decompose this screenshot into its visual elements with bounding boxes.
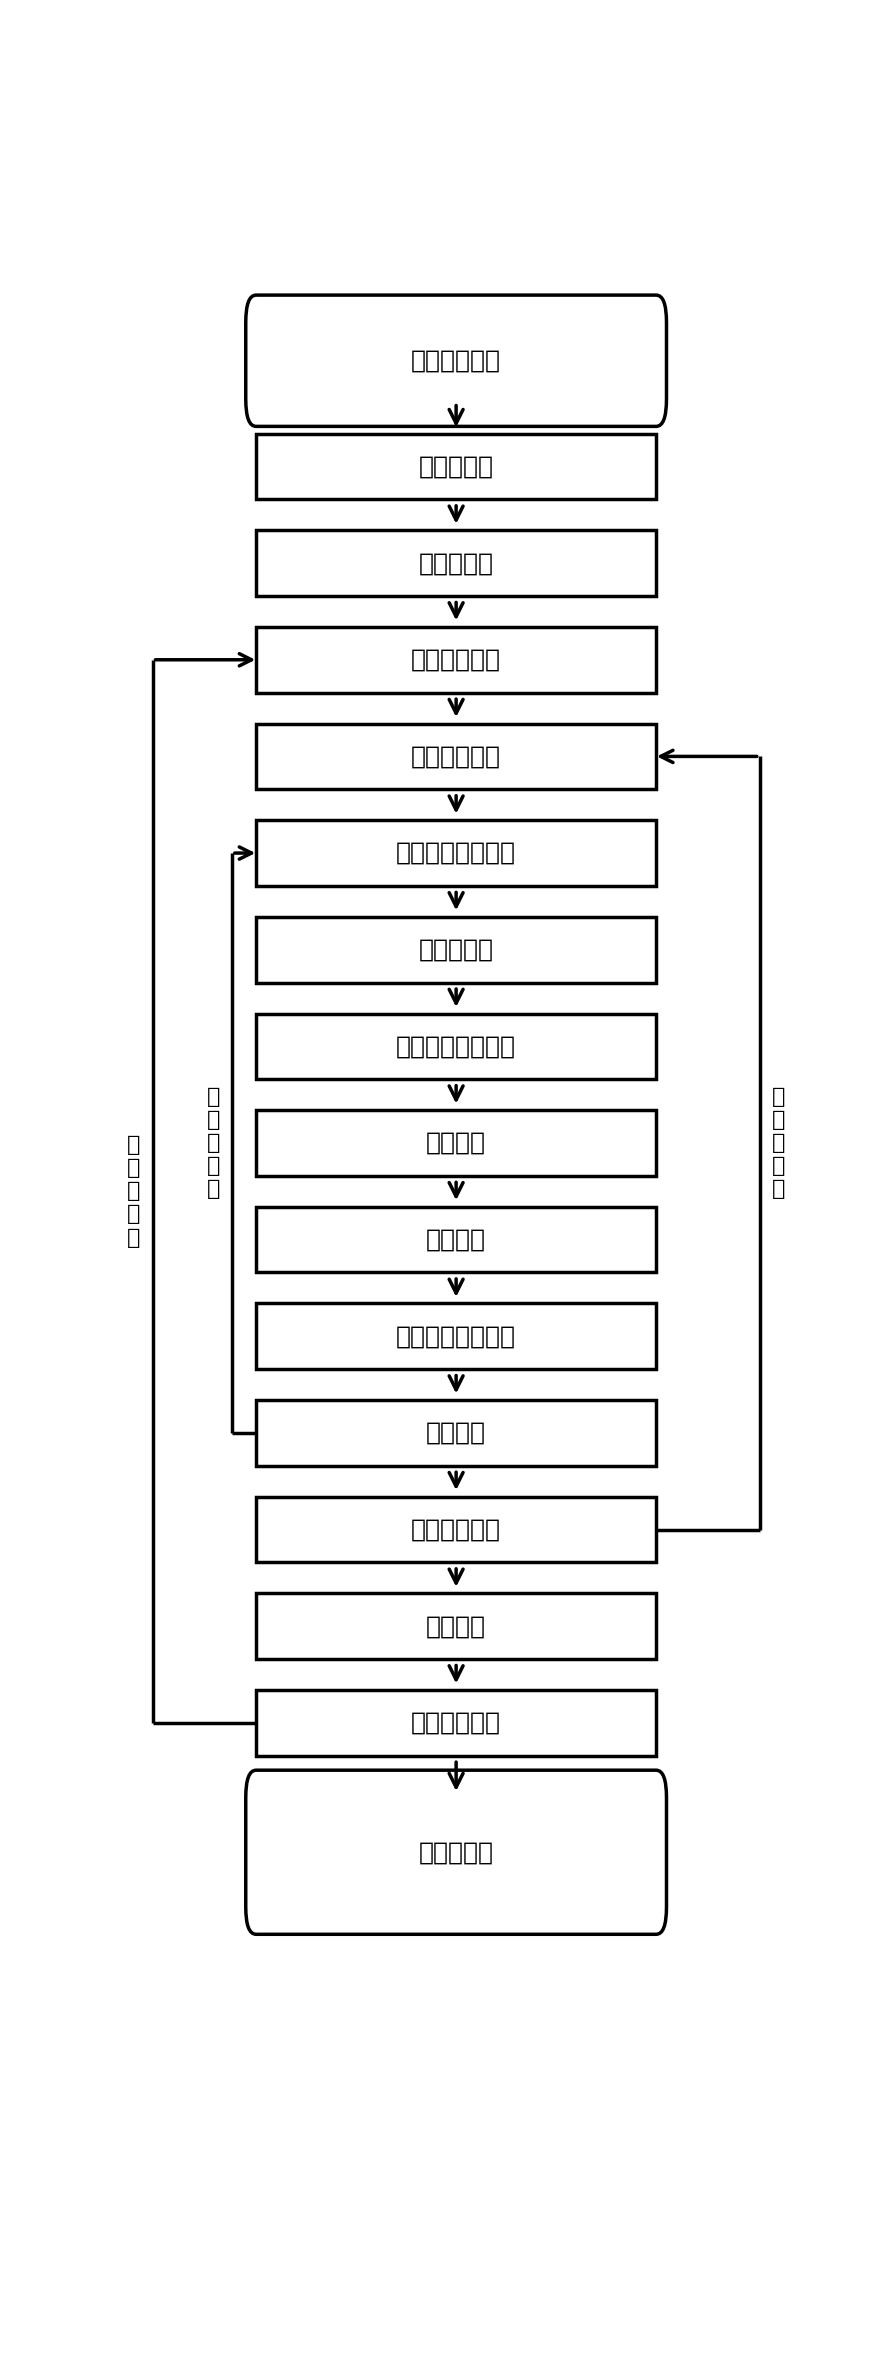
FancyBboxPatch shape <box>256 628 656 691</box>
FancyBboxPatch shape <box>256 1208 656 1272</box>
Text: 选择一类抗原: 选择一类抗原 <box>411 744 501 767</box>
Text: 数据标准化: 数据标准化 <box>418 552 494 575</box>
Text: 提取特征值: 提取特征值 <box>418 455 494 478</box>
FancyBboxPatch shape <box>256 1111 656 1177</box>
FancyBboxPatch shape <box>256 819 656 886</box>
Text: 计算亲和力: 计算亲和力 <box>418 938 494 961</box>
Text: 对该类中一个抗原: 对该类中一个抗原 <box>396 841 516 864</box>
FancyBboxPatch shape <box>256 1014 656 1080</box>
FancyBboxPatch shape <box>246 1771 667 1935</box>
FancyBboxPatch shape <box>256 1399 656 1466</box>
Text: 收集训练数据: 收集训练数据 <box>411 348 501 372</box>
Text: 下
一
类
抗
原: 下 一 类 抗 原 <box>773 1087 786 1198</box>
FancyBboxPatch shape <box>246 296 667 426</box>
Text: 克隆抑制: 克隆抑制 <box>426 1421 486 1444</box>
Text: 选择高亲和力抗体: 选择高亲和力抗体 <box>396 1324 516 1347</box>
Text: 增加进化代数: 增加进化代数 <box>411 1710 501 1736</box>
Text: 网络抑制: 网络抑制 <box>426 1615 486 1639</box>
Text: 下
一
代
进
化: 下 一 代 进 化 <box>126 1134 140 1248</box>
FancyBboxPatch shape <box>256 433 656 500</box>
FancyBboxPatch shape <box>256 916 656 983</box>
Text: 对每一代进化: 对每一代进化 <box>411 649 501 673</box>
Text: 记忆抗体集: 记忆抗体集 <box>418 1840 494 1864</box>
FancyBboxPatch shape <box>256 1594 656 1660</box>
Text: 选择高亲和力抗体: 选择高亲和力抗体 <box>396 1035 516 1058</box>
FancyBboxPatch shape <box>256 725 656 789</box>
Text: 下
一
个
抗
原: 下 一 个 抗 原 <box>206 1087 220 1198</box>
FancyBboxPatch shape <box>256 1302 656 1369</box>
FancyBboxPatch shape <box>256 530 656 597</box>
FancyBboxPatch shape <box>256 1691 656 1755</box>
Text: 选择成熟抗体: 选择成熟抗体 <box>411 1518 501 1542</box>
FancyBboxPatch shape <box>256 1497 656 1563</box>
Text: 抗体变异: 抗体变异 <box>426 1227 486 1253</box>
Text: 抗体克隆: 抗体克隆 <box>426 1132 486 1156</box>
